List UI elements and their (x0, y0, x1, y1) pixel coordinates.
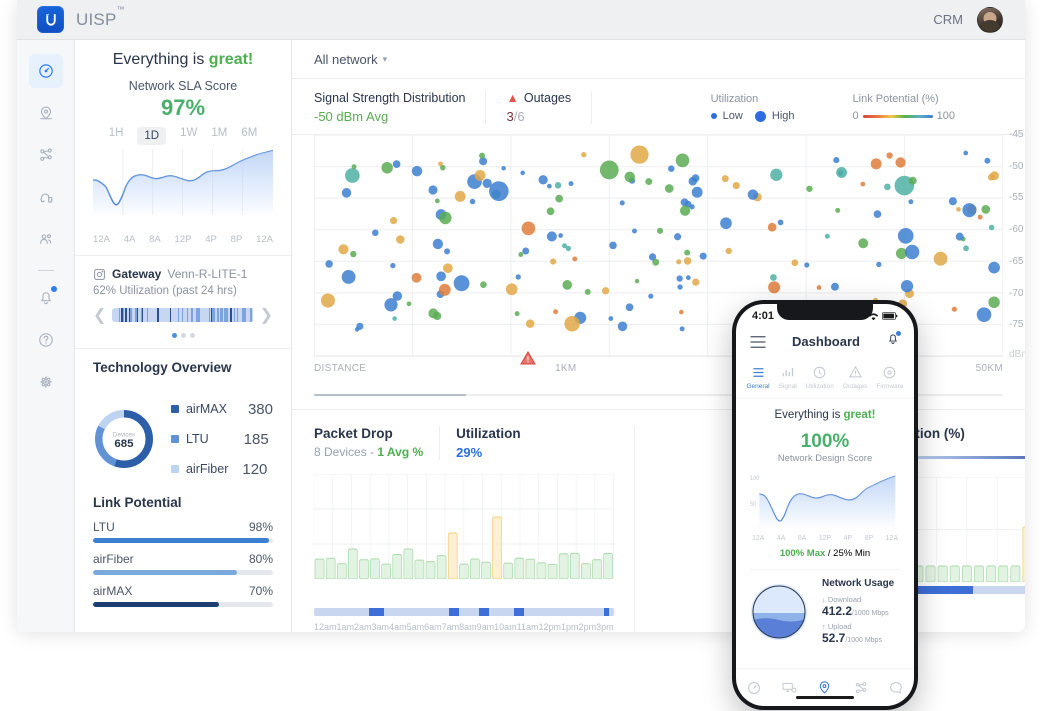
svg-text:685: 685 (114, 438, 134, 450)
svg-text:!: ! (527, 356, 530, 365)
svg-text:100: 100 (750, 476, 759, 482)
svg-text:50: 50 (750, 502, 756, 508)
